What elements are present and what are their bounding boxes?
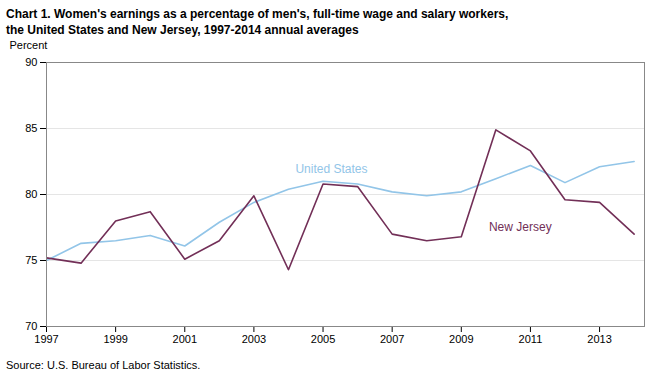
svg-text:90: 90 <box>25 56 37 68</box>
html-text:Source: U.S. Bureau of Labor S: Source: U.S. Bureau of Labor Statistics. <box>6 359 201 371</box>
svg-text:2005: 2005 <box>311 333 335 345</box>
svg-text:1997: 1997 <box>34 333 58 345</box>
svg-text:2013: 2013 <box>587 333 611 345</box>
svg-text:2009: 2009 <box>449 333 473 345</box>
html-text:the United States and New Jers: the United States and New Jersey, 1997-2… <box>6 23 359 37</box>
svg-text:2001: 2001 <box>173 333 197 345</box>
svg-text:2007: 2007 <box>380 333 404 345</box>
svg-text:New Jersey: New Jersey <box>489 220 552 234</box>
svg-text:85: 85 <box>25 122 37 134</box>
svg-text:United States: United States <box>295 162 367 176</box>
svg-text:2011: 2011 <box>519 333 543 345</box>
svg-text:70: 70 <box>25 320 37 332</box>
svg-text:Percent: Percent <box>10 39 48 51</box>
html-text:Chart 1. Women's earnings as a: Chart 1. Women's earnings as a percentag… <box>6 7 509 21</box>
svg-text:75: 75 <box>25 254 37 266</box>
svg-text:2003: 2003 <box>242 333 266 345</box>
svg-text:1999: 1999 <box>103 333 127 345</box>
svg-text:80: 80 <box>25 188 37 200</box>
